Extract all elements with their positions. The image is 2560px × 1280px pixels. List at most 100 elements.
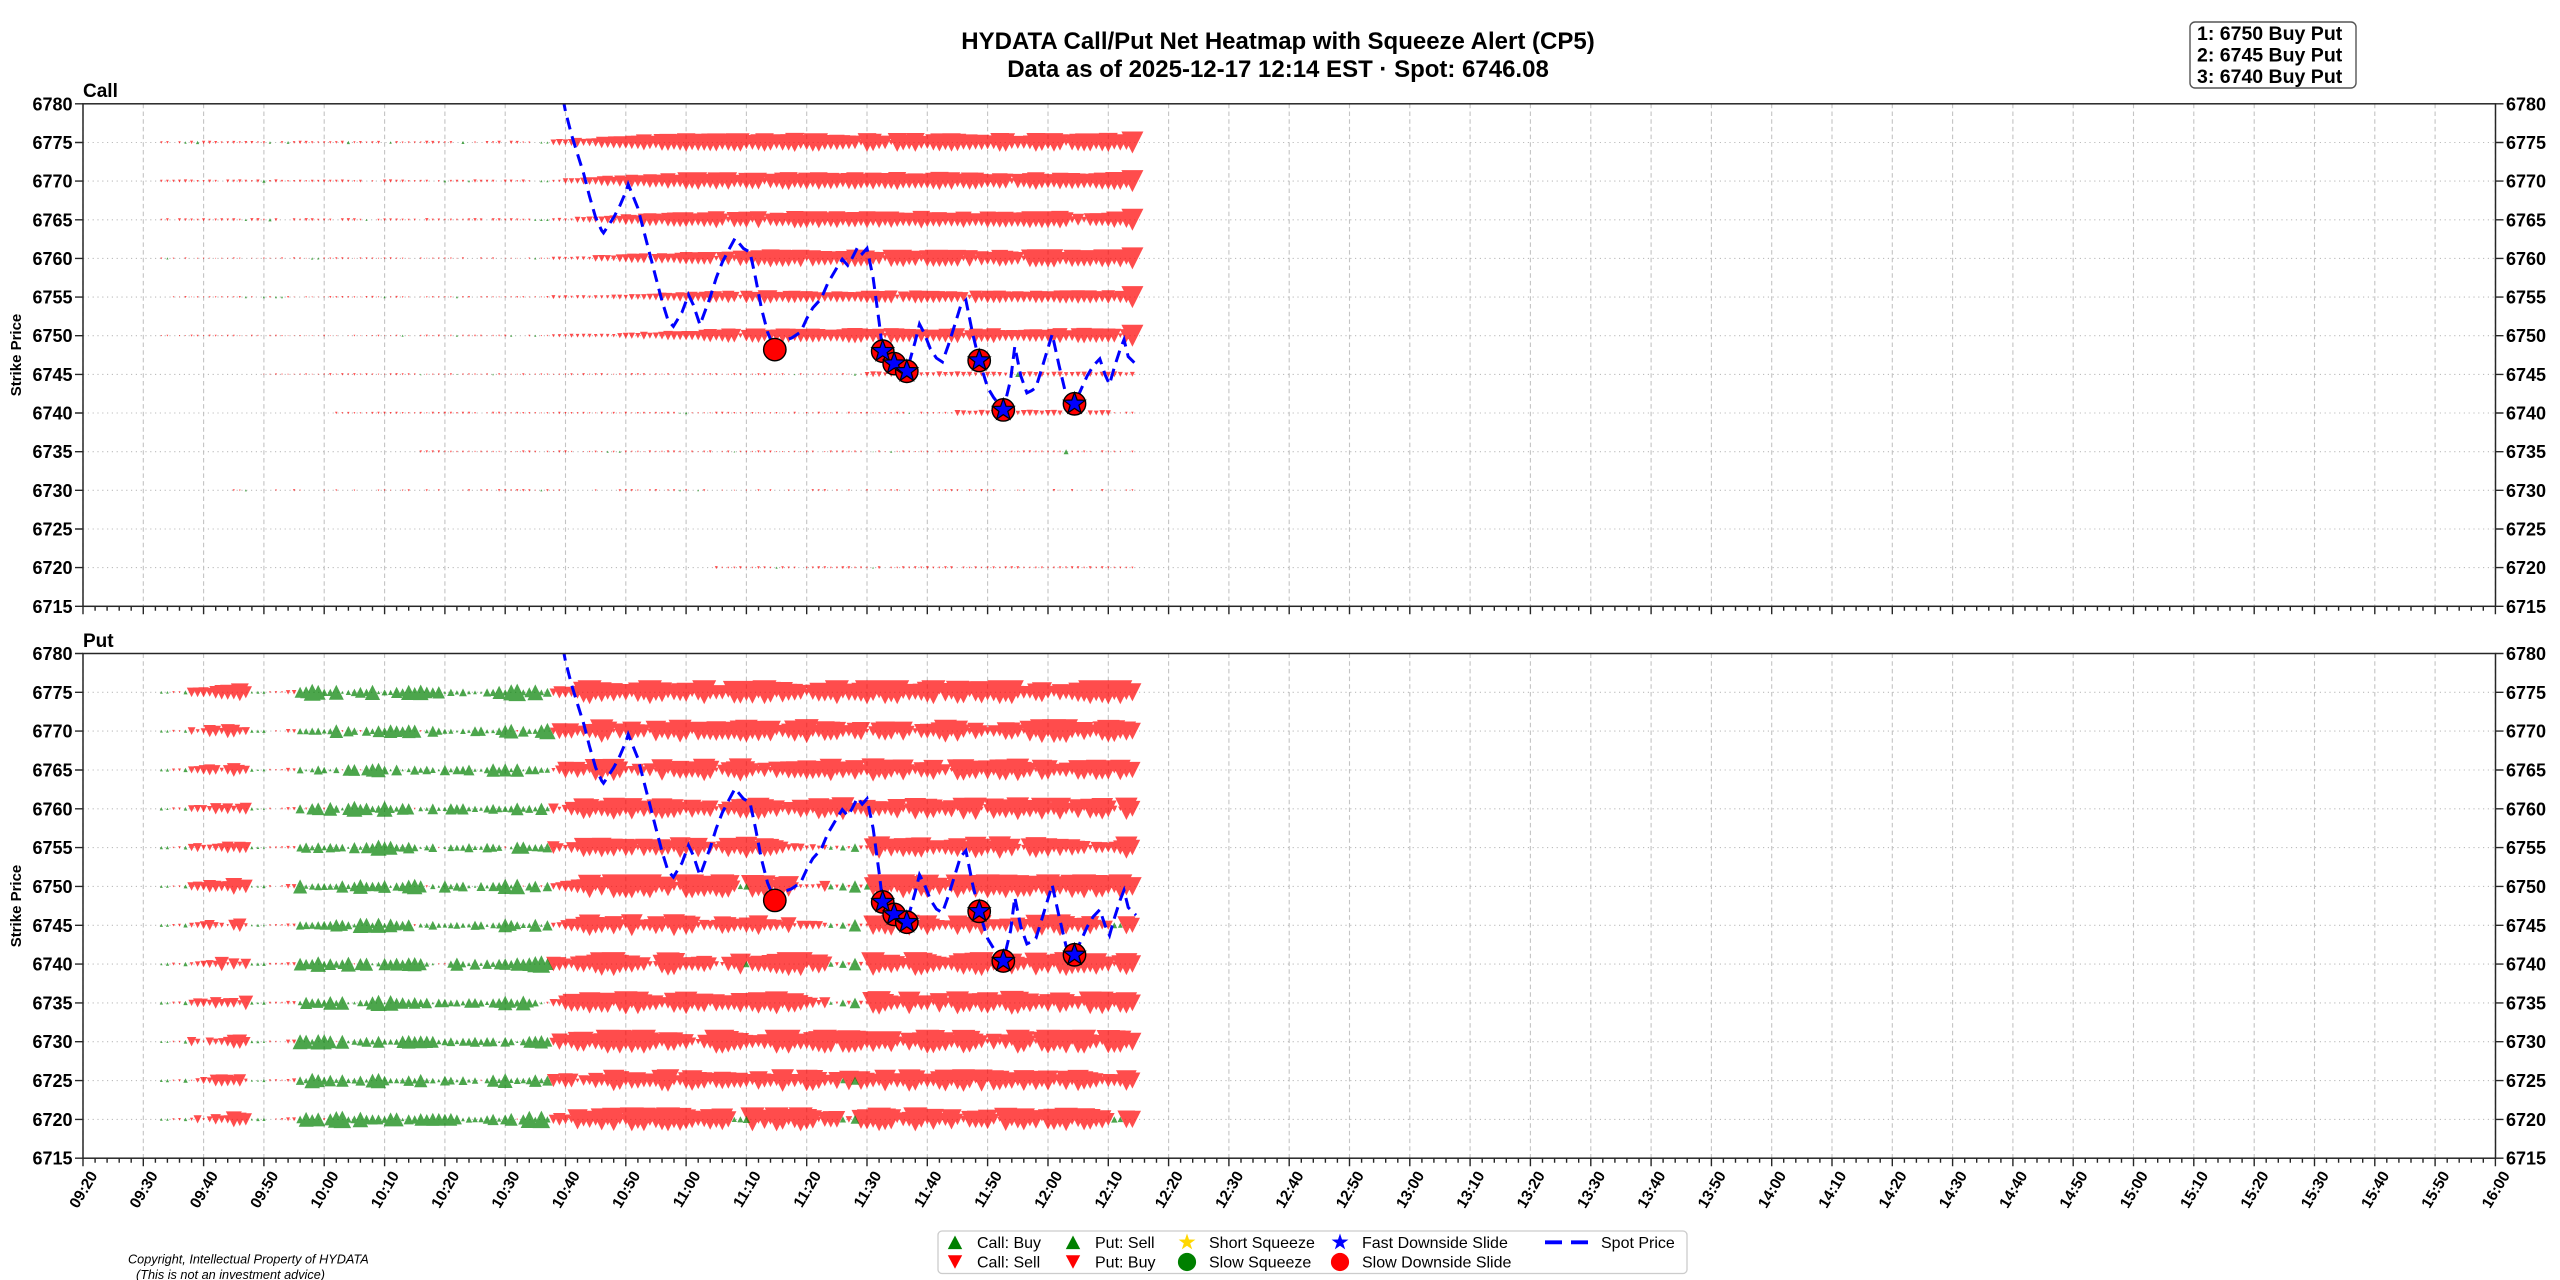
svg-text:6745: 6745 bbox=[2506, 916, 2546, 936]
svg-text:6745: 6745 bbox=[32, 916, 72, 936]
svg-text:11:00: 11:00 bbox=[670, 1169, 705, 1211]
svg-text:6715: 6715 bbox=[2506, 597, 2546, 617]
svg-text:11:10: 11:10 bbox=[730, 1169, 765, 1211]
svg-text:6715: 6715 bbox=[32, 1149, 72, 1169]
svg-text:6730: 6730 bbox=[2506, 1032, 2546, 1052]
svg-text:13:50: 13:50 bbox=[1695, 1169, 1730, 1212]
svg-text:Call: Buy: Call: Buy bbox=[977, 1235, 1041, 1252]
svg-text:14:00: 14:00 bbox=[1755, 1169, 1790, 1212]
svg-text:6740: 6740 bbox=[2506, 404, 2546, 424]
svg-text:6720: 6720 bbox=[32, 558, 72, 578]
svg-text:10:20: 10:20 bbox=[428, 1169, 463, 1212]
svg-text:Copyright, Intellectual Proper: Copyright, Intellectual Property of HYDA… bbox=[128, 1253, 369, 1267]
svg-text:Put: Put bbox=[83, 631, 114, 652]
svg-text:12:20: 12:20 bbox=[1152, 1169, 1187, 1212]
svg-text:1: 6750 Buy Put: 1: 6750 Buy Put bbox=[2197, 23, 2343, 45]
svg-text:6735: 6735 bbox=[32, 442, 72, 462]
svg-text:13:20: 13:20 bbox=[1514, 1169, 1549, 1212]
svg-text:2: 6745 Buy Put: 2: 6745 Buy Put bbox=[2197, 45, 2343, 67]
svg-text:09:50: 09:50 bbox=[247, 1169, 282, 1212]
svg-text:13:10: 13:10 bbox=[1454, 1169, 1489, 1212]
svg-text:14:20: 14:20 bbox=[1876, 1169, 1911, 1212]
svg-text:6720: 6720 bbox=[32, 1110, 72, 1130]
svg-text:Short Squeeze: Short Squeeze bbox=[1209, 1235, 1315, 1252]
svg-text:09:20: 09:20 bbox=[66, 1169, 101, 1212]
svg-text:6720: 6720 bbox=[2506, 1110, 2546, 1130]
svg-text:6765: 6765 bbox=[2506, 761, 2546, 781]
svg-text:13:40: 13:40 bbox=[1635, 1169, 1670, 1212]
svg-text:11:20: 11:20 bbox=[791, 1169, 826, 1211]
svg-text:14:40: 14:40 bbox=[1996, 1169, 2031, 1212]
svg-text:Data as of 2025-12-17 12:14 ES: Data as of 2025-12-17 12:14 EST · Spot: … bbox=[1007, 56, 1549, 83]
svg-text:6770: 6770 bbox=[32, 172, 72, 192]
svg-text:13:00: 13:00 bbox=[1393, 1169, 1428, 1212]
svg-text:6760: 6760 bbox=[2506, 799, 2546, 819]
svg-text:12:40: 12:40 bbox=[1273, 1169, 1308, 1212]
svg-text:6765: 6765 bbox=[32, 761, 72, 781]
svg-text:6760: 6760 bbox=[32, 249, 72, 269]
svg-text:6770: 6770 bbox=[2506, 722, 2546, 742]
svg-text:6725: 6725 bbox=[32, 1071, 72, 1091]
svg-text:6780: 6780 bbox=[32, 644, 72, 664]
svg-text:15:20: 15:20 bbox=[2238, 1169, 2273, 1212]
svg-text:6730: 6730 bbox=[32, 481, 72, 501]
svg-text:6735: 6735 bbox=[32, 993, 72, 1013]
svg-text:6750: 6750 bbox=[2506, 326, 2546, 346]
svg-text:6725: 6725 bbox=[32, 520, 72, 540]
svg-text:6765: 6765 bbox=[2506, 210, 2546, 230]
svg-text:15:10: 15:10 bbox=[2177, 1169, 2212, 1212]
svg-text:Put: Sell: Put: Sell bbox=[1095, 1235, 1155, 1252]
svg-text:6720: 6720 bbox=[2506, 558, 2546, 578]
svg-text:6725: 6725 bbox=[2506, 520, 2546, 540]
svg-text:12:10: 12:10 bbox=[1092, 1169, 1127, 1212]
svg-text:16:00: 16:00 bbox=[2479, 1169, 2514, 1212]
svg-text:10:30: 10:30 bbox=[489, 1169, 524, 1212]
svg-text:10:50: 10:50 bbox=[609, 1169, 644, 1212]
svg-text:15:40: 15:40 bbox=[2358, 1169, 2393, 1212]
svg-text:10:40: 10:40 bbox=[549, 1169, 584, 1212]
svg-text:Spot Price: Spot Price bbox=[1601, 1235, 1675, 1252]
svg-text:13:30: 13:30 bbox=[1574, 1169, 1609, 1212]
svg-text:6755: 6755 bbox=[32, 288, 72, 308]
svg-text:14:10: 14:10 bbox=[1815, 1169, 1850, 1212]
svg-text:10:00: 10:00 bbox=[308, 1169, 343, 1212]
svg-text:6745: 6745 bbox=[32, 365, 72, 385]
svg-text:6770: 6770 bbox=[2506, 172, 2546, 192]
svg-text:6725: 6725 bbox=[2506, 1071, 2546, 1091]
svg-text:6755: 6755 bbox=[2506, 288, 2546, 308]
svg-text:11:30: 11:30 bbox=[851, 1169, 886, 1211]
svg-text:15:30: 15:30 bbox=[2298, 1169, 2333, 1212]
svg-text:6750: 6750 bbox=[32, 877, 72, 897]
svg-text:11:50: 11:50 bbox=[971, 1169, 1006, 1211]
svg-text:6735: 6735 bbox=[2506, 993, 2546, 1013]
svg-text:6780: 6780 bbox=[2506, 94, 2546, 114]
svg-text:Slow Squeeze: Slow Squeeze bbox=[1209, 1255, 1311, 1272]
svg-text:14:30: 14:30 bbox=[1936, 1169, 1971, 1212]
svg-text:6755: 6755 bbox=[2506, 838, 2546, 858]
svg-text:6730: 6730 bbox=[2506, 481, 2546, 501]
svg-text:12:00: 12:00 bbox=[1031, 1169, 1066, 1212]
svg-text:(This is not an investment adv: (This is not an investment advice) bbox=[136, 1268, 325, 1280]
svg-text:6775: 6775 bbox=[32, 133, 72, 153]
svg-text:6715: 6715 bbox=[32, 597, 72, 617]
svg-text:15:50: 15:50 bbox=[2419, 1169, 2454, 1212]
svg-text:6730: 6730 bbox=[32, 1032, 72, 1052]
svg-text:Slow Downside Slide: Slow Downside Slide bbox=[1362, 1255, 1512, 1272]
svg-text:6760: 6760 bbox=[2506, 249, 2546, 269]
svg-text:6755: 6755 bbox=[32, 838, 72, 858]
svg-text:6740: 6740 bbox=[2506, 955, 2546, 975]
svg-text:HYDATA Call/Put Net Heatmap wi: HYDATA Call/Put Net Heatmap with Squeeze… bbox=[961, 28, 1594, 55]
svg-text:6770: 6770 bbox=[32, 722, 72, 742]
svg-text:6750: 6750 bbox=[2506, 877, 2546, 897]
svg-text:6775: 6775 bbox=[2506, 683, 2546, 703]
svg-text:15:00: 15:00 bbox=[2117, 1169, 2152, 1212]
svg-text:11:40: 11:40 bbox=[911, 1169, 946, 1211]
svg-text:09:40: 09:40 bbox=[187, 1169, 222, 1212]
svg-text:6715: 6715 bbox=[2506, 1149, 2546, 1169]
svg-text:6745: 6745 bbox=[2506, 365, 2546, 385]
svg-text:09:30: 09:30 bbox=[127, 1169, 162, 1212]
svg-text:6775: 6775 bbox=[2506, 133, 2546, 153]
svg-text:6740: 6740 bbox=[32, 404, 72, 424]
svg-text:6775: 6775 bbox=[32, 683, 72, 703]
svg-text:6735: 6735 bbox=[2506, 442, 2546, 462]
